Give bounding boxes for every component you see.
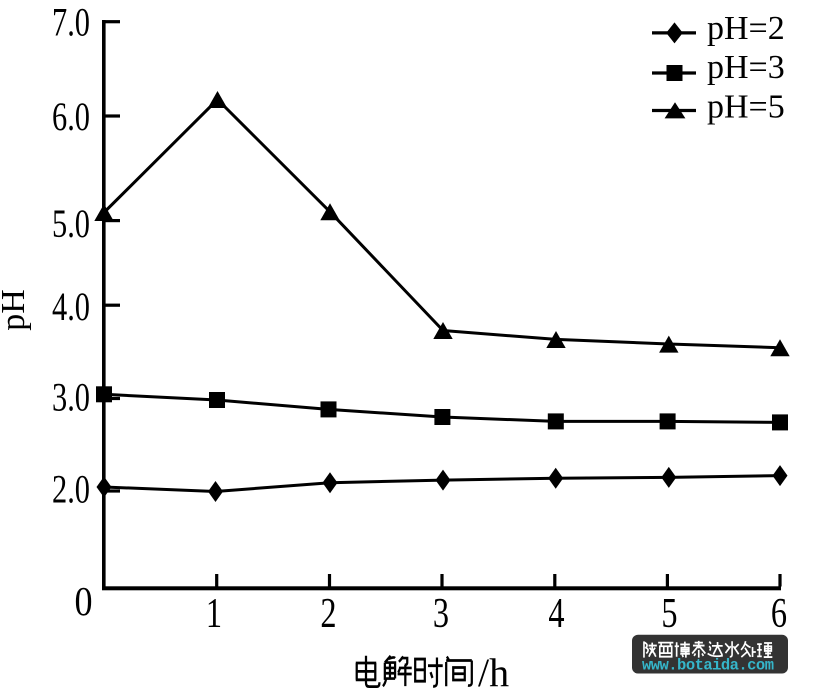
svg-text:4.0: 4.0 (52, 284, 90, 329)
svg-text:6: 6 (771, 590, 787, 637)
svg-text:pH=2: pH=2 (707, 10, 785, 47)
svg-text:pH=3: pH=3 (707, 49, 785, 86)
svg-text:5.0: 5.0 (52, 201, 90, 246)
svg-text:3.0: 3.0 (52, 375, 90, 420)
svg-text:pH: pH (0, 289, 32, 331)
svg-text:pH=5: pH=5 (707, 89, 785, 126)
svg-text:7.0: 7.0 (52, 0, 90, 45)
svg-text:www.botaida.com: www.botaida.com (642, 657, 774, 675)
svg-text:2: 2 (320, 590, 336, 637)
svg-text:/h: /h (478, 650, 509, 695)
svg-text:5: 5 (661, 590, 677, 637)
svg-text:4: 4 (548, 590, 564, 637)
svg-text:3: 3 (433, 590, 449, 637)
svg-text:0: 0 (74, 579, 92, 625)
svg-text:6.0: 6.0 (52, 94, 90, 139)
svg-text:1: 1 (206, 590, 222, 637)
svg-text:2.0: 2.0 (52, 466, 90, 511)
